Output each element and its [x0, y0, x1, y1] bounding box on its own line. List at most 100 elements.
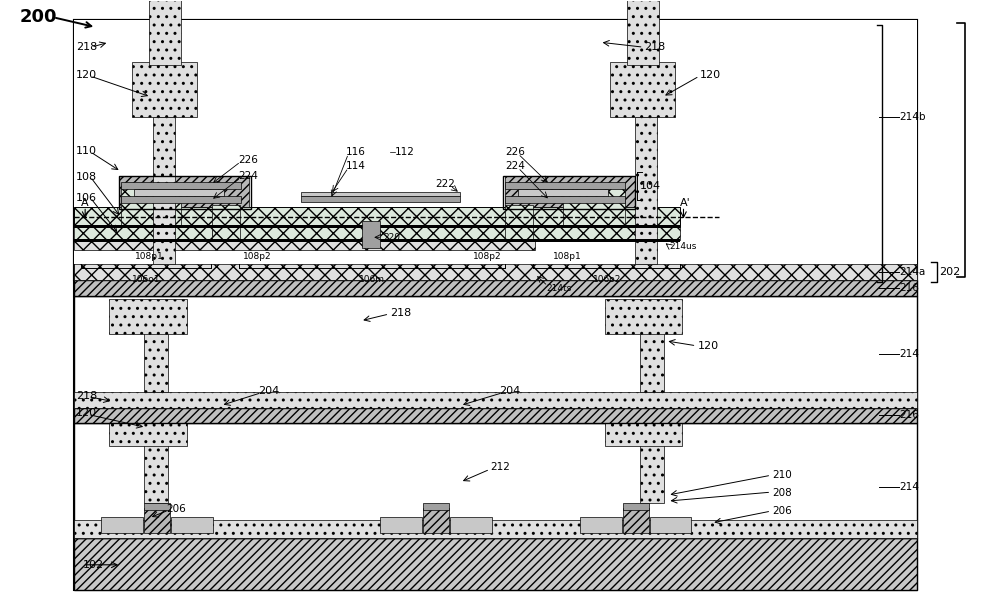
Bar — [74, 520, 917, 538]
Text: 214: 214 — [899, 482, 919, 492]
Text: A': A' — [680, 198, 690, 208]
Bar — [580, 517, 622, 533]
Text: 214: 214 — [899, 349, 919, 359]
Bar — [627, 0, 659, 65]
Bar — [121, 196, 241, 204]
Bar — [623, 508, 649, 533]
Text: 224: 224 — [239, 170, 259, 181]
Bar — [301, 196, 460, 202]
Bar — [450, 517, 492, 533]
Bar — [505, 196, 625, 204]
Text: 226: 226 — [239, 155, 259, 165]
Text: 108p1: 108p1 — [135, 251, 163, 261]
Text: 120: 120 — [76, 70, 97, 80]
Bar — [74, 407, 917, 424]
Text: 214us: 214us — [670, 242, 697, 251]
Text: 108: 108 — [76, 171, 97, 182]
Text: 214ts: 214ts — [546, 284, 571, 293]
Bar — [171, 517, 213, 533]
Bar — [650, 517, 691, 533]
Bar — [74, 391, 917, 407]
Text: 206: 206 — [772, 506, 792, 516]
Text: 120: 120 — [699, 70, 721, 80]
Text: 116: 116 — [345, 147, 365, 157]
Bar — [121, 182, 241, 188]
Text: 214a: 214a — [899, 267, 925, 277]
Bar — [121, 187, 181, 227]
Bar — [518, 188, 608, 196]
Text: 212: 212 — [490, 462, 510, 472]
Text: 224: 224 — [505, 161, 525, 171]
Bar — [74, 239, 680, 242]
Bar — [144, 444, 168, 503]
Bar — [153, 117, 175, 264]
Bar — [563, 187, 625, 227]
Text: 108p2: 108p2 — [243, 251, 272, 261]
Bar — [109, 408, 187, 447]
Text: 108p2: 108p2 — [473, 251, 501, 261]
Text: 204: 204 — [258, 385, 279, 396]
Bar — [144, 330, 168, 391]
Bar — [380, 517, 422, 533]
Bar — [119, 176, 251, 210]
Text: 110: 110 — [76, 145, 97, 156]
Text: 204: 204 — [499, 385, 521, 396]
Bar — [74, 207, 680, 227]
Text: 120: 120 — [697, 341, 719, 351]
Bar — [212, 205, 240, 241]
Bar — [74, 225, 680, 228]
Text: 220: 220 — [383, 233, 400, 242]
Text: 222: 222 — [435, 179, 455, 188]
Bar — [132, 62, 197, 117]
Text: 108p1: 108p1 — [553, 251, 582, 261]
Bar — [505, 182, 625, 188]
Text: 202: 202 — [939, 267, 960, 277]
Text: 206: 206 — [166, 504, 186, 514]
Bar — [74, 21, 917, 264]
Text: A: A — [81, 198, 89, 208]
Text: 104: 104 — [640, 181, 661, 190]
Text: 226: 226 — [505, 147, 525, 157]
Bar — [503, 176, 635, 210]
Bar — [610, 62, 675, 117]
Text: 214b: 214b — [899, 112, 925, 122]
Text: 216: 216 — [899, 410, 919, 421]
Text: 218: 218 — [645, 42, 666, 52]
Text: 114: 114 — [345, 161, 365, 171]
Bar — [134, 188, 224, 196]
Bar — [74, 227, 212, 241]
Bar — [640, 330, 664, 391]
Text: 106o1: 106o1 — [132, 275, 160, 284]
Text: 218: 218 — [76, 42, 97, 52]
Bar — [74, 280, 917, 296]
Bar — [144, 508, 170, 533]
Text: 210: 210 — [772, 470, 792, 480]
Bar — [239, 227, 506, 241]
Bar — [640, 444, 664, 503]
Bar — [623, 503, 649, 510]
Text: 106: 106 — [76, 193, 97, 204]
Bar — [505, 205, 533, 241]
Bar — [74, 296, 917, 407]
Bar — [362, 221, 380, 248]
Bar — [74, 21, 917, 280]
Bar — [423, 508, 449, 533]
Bar — [301, 191, 460, 196]
Bar — [423, 503, 449, 510]
Bar — [119, 176, 249, 207]
Text: 102: 102 — [83, 560, 104, 570]
Bar — [101, 517, 143, 533]
Bar — [74, 264, 917, 280]
Text: 218: 218 — [390, 308, 412, 318]
Text: 200: 200 — [19, 8, 57, 26]
Text: 120: 120 — [76, 408, 97, 419]
Bar — [605, 408, 682, 447]
Bar — [530, 227, 680, 241]
Bar — [144, 503, 170, 510]
Text: 208: 208 — [772, 488, 792, 498]
Bar — [74, 21, 917, 590]
Bar — [605, 299, 682, 334]
Bar — [74, 424, 917, 538]
Bar — [74, 538, 917, 590]
Bar — [149, 0, 181, 65]
